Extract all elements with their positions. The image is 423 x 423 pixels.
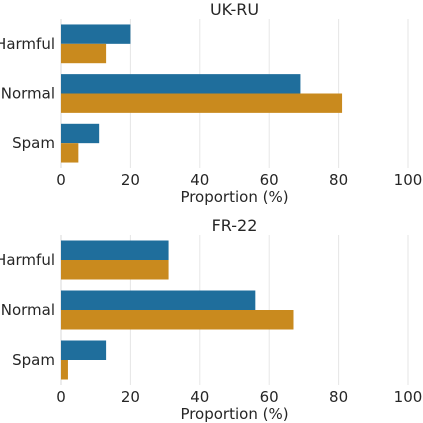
x-tick-label-60: 60 bbox=[260, 171, 279, 189]
x-tick-label-0: 0 bbox=[56, 388, 66, 406]
x-tick-label-80: 80 bbox=[329, 171, 348, 189]
x-tick-label-20: 20 bbox=[121, 171, 140, 189]
chart-title: UK-RU bbox=[210, 0, 259, 19]
x-tick-label-0: 0 bbox=[56, 171, 66, 189]
x-axis-title: Proportion (%) bbox=[180, 405, 288, 423]
bar-normal-series-2 bbox=[61, 310, 294, 330]
y-tick-label-spam: Spam bbox=[12, 351, 55, 369]
panel-uk-ru: Harmful Normal Spam 0 20 40 60 80 100 Proportion … bbox=[0, 0, 422, 206]
chart-title: FR-22 bbox=[212, 216, 258, 235]
bar-normal-series-1 bbox=[61, 74, 301, 94]
x-tick-label-20: 20 bbox=[121, 388, 140, 406]
y-tick-label-spam: Spam bbox=[12, 134, 55, 152]
bar-harmful-series-1 bbox=[61, 24, 131, 44]
x-tick-label-40: 40 bbox=[190, 388, 209, 406]
y-tick-label-normal: Normal bbox=[1, 85, 55, 103]
bar-spam-series-2 bbox=[61, 360, 68, 380]
bar-normal-series-2 bbox=[61, 93, 343, 113]
x-tick-label-100: 100 bbox=[394, 171, 423, 189]
y-tick-label-harmful: Harmful bbox=[0, 35, 55, 53]
bar-spam-series-1 bbox=[61, 340, 107, 360]
x-tick-label-60: 60 bbox=[260, 388, 279, 406]
x-tick-label-100: 100 bbox=[394, 388, 423, 406]
bar-spam-series-1 bbox=[61, 123, 100, 144]
x-tick-label-80: 80 bbox=[329, 388, 348, 406]
bar-spam-series-2 bbox=[61, 143, 79, 163]
bar-harmful-series-1 bbox=[61, 240, 169, 260]
bar-harmful-series-2 bbox=[61, 260, 169, 280]
y-tick-label-harmful: Harmful bbox=[0, 251, 55, 269]
x-tick-label-40: 40 bbox=[190, 171, 209, 189]
y-tick-label-normal: Normal bbox=[1, 301, 55, 319]
panel-fr-22: Harmful Normal Spam 0 20 40 60 80 100 Proportion … bbox=[0, 216, 422, 423]
x-axis-title: Proportion (%) bbox=[180, 188, 288, 206]
bar-harmful-series-2 bbox=[61, 43, 107, 64]
bar-normal-series-1 bbox=[61, 290, 256, 310]
